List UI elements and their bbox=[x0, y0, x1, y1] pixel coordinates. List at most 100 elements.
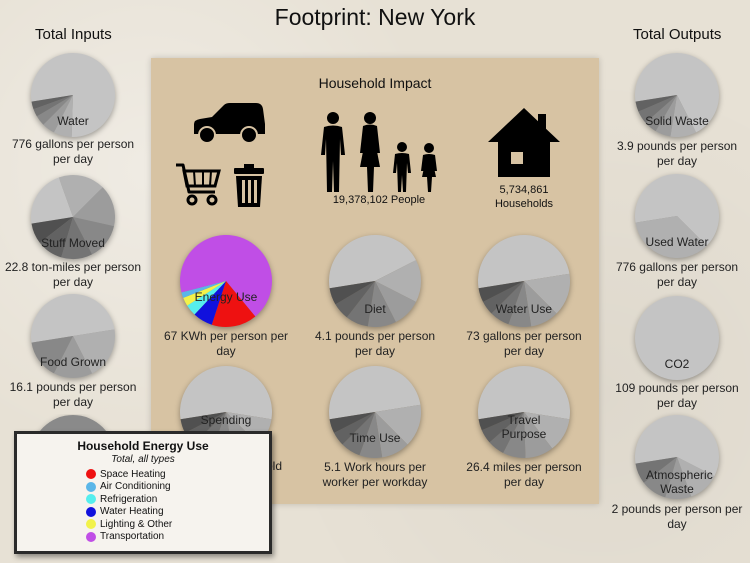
household-water-use-slice bbox=[524, 281, 557, 327]
household-travel-purpose-label: Travel Purpose bbox=[501, 413, 547, 441]
input-water-slice bbox=[36, 95, 73, 125]
output-atmospheric-waste-slice bbox=[643, 457, 677, 498]
household-diet-slice bbox=[375, 281, 416, 322]
household-diet-label: Diet bbox=[364, 302, 386, 316]
output-atmospheric-waste-label: Atmospheric Waste bbox=[646, 468, 713, 496]
household-time-use-label: Time Use bbox=[349, 431, 401, 445]
output-co2-slice bbox=[635, 296, 719, 380]
household-travel-purpose-slice bbox=[478, 366, 570, 420]
input-water-pie[interactable]: Water bbox=[30, 52, 116, 138]
household-water-use-pie[interactable]: Water Use bbox=[477, 234, 571, 328]
household-diet-slice bbox=[367, 281, 396, 327]
output-solid-waste-slice bbox=[635, 95, 677, 112]
output-solid-waste-slice bbox=[670, 95, 697, 137]
household-water-use-caption-line2: per day bbox=[503, 344, 545, 358]
output-atmospheric-waste-caption: 2 pounds per person per day bbox=[602, 502, 750, 532]
household-time-use-slice bbox=[359, 412, 383, 458]
panel-title: Household Impact bbox=[318, 75, 432, 91]
household-time-use-slice bbox=[375, 412, 408, 458]
household-diet-slice bbox=[329, 281, 375, 305]
household-water-use-slice bbox=[524, 273, 570, 314]
trash-can-icon[interactable] bbox=[233, 164, 265, 213]
shopping-cart-icon[interactable] bbox=[174, 162, 222, 213]
output-co2-label: CO2 bbox=[664, 357, 690, 371]
input-water-slice bbox=[31, 53, 116, 137]
input-water-caption: 776 gallons per person per day bbox=[0, 137, 148, 167]
input-water-label: Water bbox=[57, 114, 89, 128]
input-stuff-moved-caption: 22.8 ton-miles per person per day bbox=[0, 260, 148, 290]
legend-item: Transportation bbox=[86, 531, 269, 544]
output-co2-caption-line2: per day bbox=[656, 396, 698, 410]
house-icon bbox=[486, 106, 562, 183]
input-stuff-moved-caption-line1: 22.8 ton-miles per person bbox=[4, 260, 142, 274]
household-time-use-pie[interactable]: Time Use bbox=[328, 365, 422, 459]
output-used-water-pie[interactable]: Used Water bbox=[634, 173, 720, 259]
input-stuff-moved-slice bbox=[31, 177, 73, 224]
household-water-use-slice bbox=[508, 281, 532, 327]
input-food-grown-caption-line2: per day bbox=[52, 395, 94, 409]
page-title: Footprint: New York bbox=[274, 4, 476, 30]
energy-legend: Household Energy Use Total, all types Sp… bbox=[14, 431, 272, 554]
household-travel-purpose-pie[interactable]: Travel Purpose bbox=[477, 365, 571, 459]
output-co2-pie[interactable]: CO2 bbox=[634, 295, 720, 381]
input-food-grown-slice bbox=[53, 336, 93, 378]
household-water-use-slice bbox=[483, 281, 524, 314]
inputs-heading: Total Inputs bbox=[35, 26, 112, 43]
household-water-use-slice bbox=[478, 235, 570, 289]
input-food-grown-pie[interactable]: Food Grown bbox=[30, 293, 116, 379]
legend-swatch bbox=[86, 469, 96, 480]
output-atmospheric-waste-slice bbox=[665, 457, 692, 499]
input-water-slice bbox=[31, 95, 73, 110]
input-water-caption-line2: per day bbox=[52, 152, 94, 166]
household-time-use-caption: 5.1 Work hours per worker per workday bbox=[311, 460, 439, 490]
household-energy-use-slice bbox=[180, 235, 272, 317]
household-energy-use-caption: 67 KWh per person per day bbox=[162, 329, 290, 359]
input-stuff-moved-slice bbox=[61, 217, 93, 259]
output-solid-waste-pie[interactable]: Solid Waste bbox=[634, 52, 720, 138]
household-diet-caption-line2: per day bbox=[354, 344, 396, 358]
household-energy-use-pie[interactable]: Energy Use bbox=[179, 234, 273, 328]
legend-swatch bbox=[86, 481, 96, 492]
household-energy-use-slice bbox=[194, 281, 226, 325]
household-spending-slice bbox=[180, 412, 226, 433]
household-energy-use-label: Energy Use bbox=[194, 290, 258, 304]
household-diet-slice bbox=[346, 281, 375, 327]
input-food-grown-slice bbox=[73, 329, 115, 374]
household-diet-slice bbox=[335, 281, 375, 318]
input-stuff-moved-label: Stuff Moved bbox=[41, 236, 105, 250]
output-solid-waste-caption-line1: 3.9 pounds per person bbox=[616, 139, 738, 153]
output-used-water-slice bbox=[635, 174, 719, 246]
household-travel-purpose-caption: 26.4 miles per person per day bbox=[460, 460, 588, 490]
household-diet-caption: 4.1 pounds per person per day bbox=[311, 329, 439, 359]
input-stuff-moved-pie[interactable]: Stuff Moved bbox=[30, 174, 116, 260]
output-solid-waste-caption-line2: per day bbox=[656, 154, 698, 168]
legend-item: Water Heating bbox=[86, 506, 269, 519]
output-atmospheric-waste-pie[interactable]: Atmospheric Waste bbox=[634, 414, 720, 500]
input-water-caption-line1: 776 gallons per person bbox=[11, 137, 135, 151]
household-energy-use-slice bbox=[187, 281, 226, 315]
household-time-use-slice bbox=[334, 412, 375, 445]
household-spending-slice bbox=[180, 366, 272, 420]
output-used-water-caption-line1: 776 gallons per person bbox=[615, 260, 739, 274]
output-atmospheric-waste-slice bbox=[635, 457, 677, 483]
household-diet-pie[interactable]: Diet bbox=[328, 234, 422, 328]
legend-item: Refrigeration bbox=[86, 493, 269, 506]
output-used-water-label: Used Water bbox=[645, 235, 709, 249]
output-used-water-caption: 776 gallons per person per day bbox=[602, 260, 750, 290]
household-time-use-slice bbox=[342, 412, 375, 456]
outputs-heading: Total Outputs bbox=[633, 26, 722, 43]
input-stuff-moved-slice bbox=[58, 175, 103, 217]
output-solid-waste-slice bbox=[635, 52, 719, 133]
car-icon[interactable] bbox=[190, 102, 266, 149]
input-stuff-moved-caption-line2: per day bbox=[52, 275, 94, 289]
household-travel-purpose-slice bbox=[481, 412, 524, 443]
household-travel-purpose-caption-line1: 26.4 miles per person bbox=[466, 460, 582, 474]
legend-item-label: Transportation bbox=[100, 531, 165, 543]
household-water-use-label: Water Use bbox=[495, 302, 553, 316]
family-icon bbox=[318, 111, 440, 198]
household-time-use-slice bbox=[375, 404, 421, 445]
output-solid-waste-slice bbox=[655, 95, 677, 137]
input-stuff-moved-slice bbox=[31, 217, 73, 243]
household-diet-caption-line1: 4.1 pounds per person bbox=[314, 329, 436, 343]
output-used-water-slice bbox=[635, 216, 707, 258]
